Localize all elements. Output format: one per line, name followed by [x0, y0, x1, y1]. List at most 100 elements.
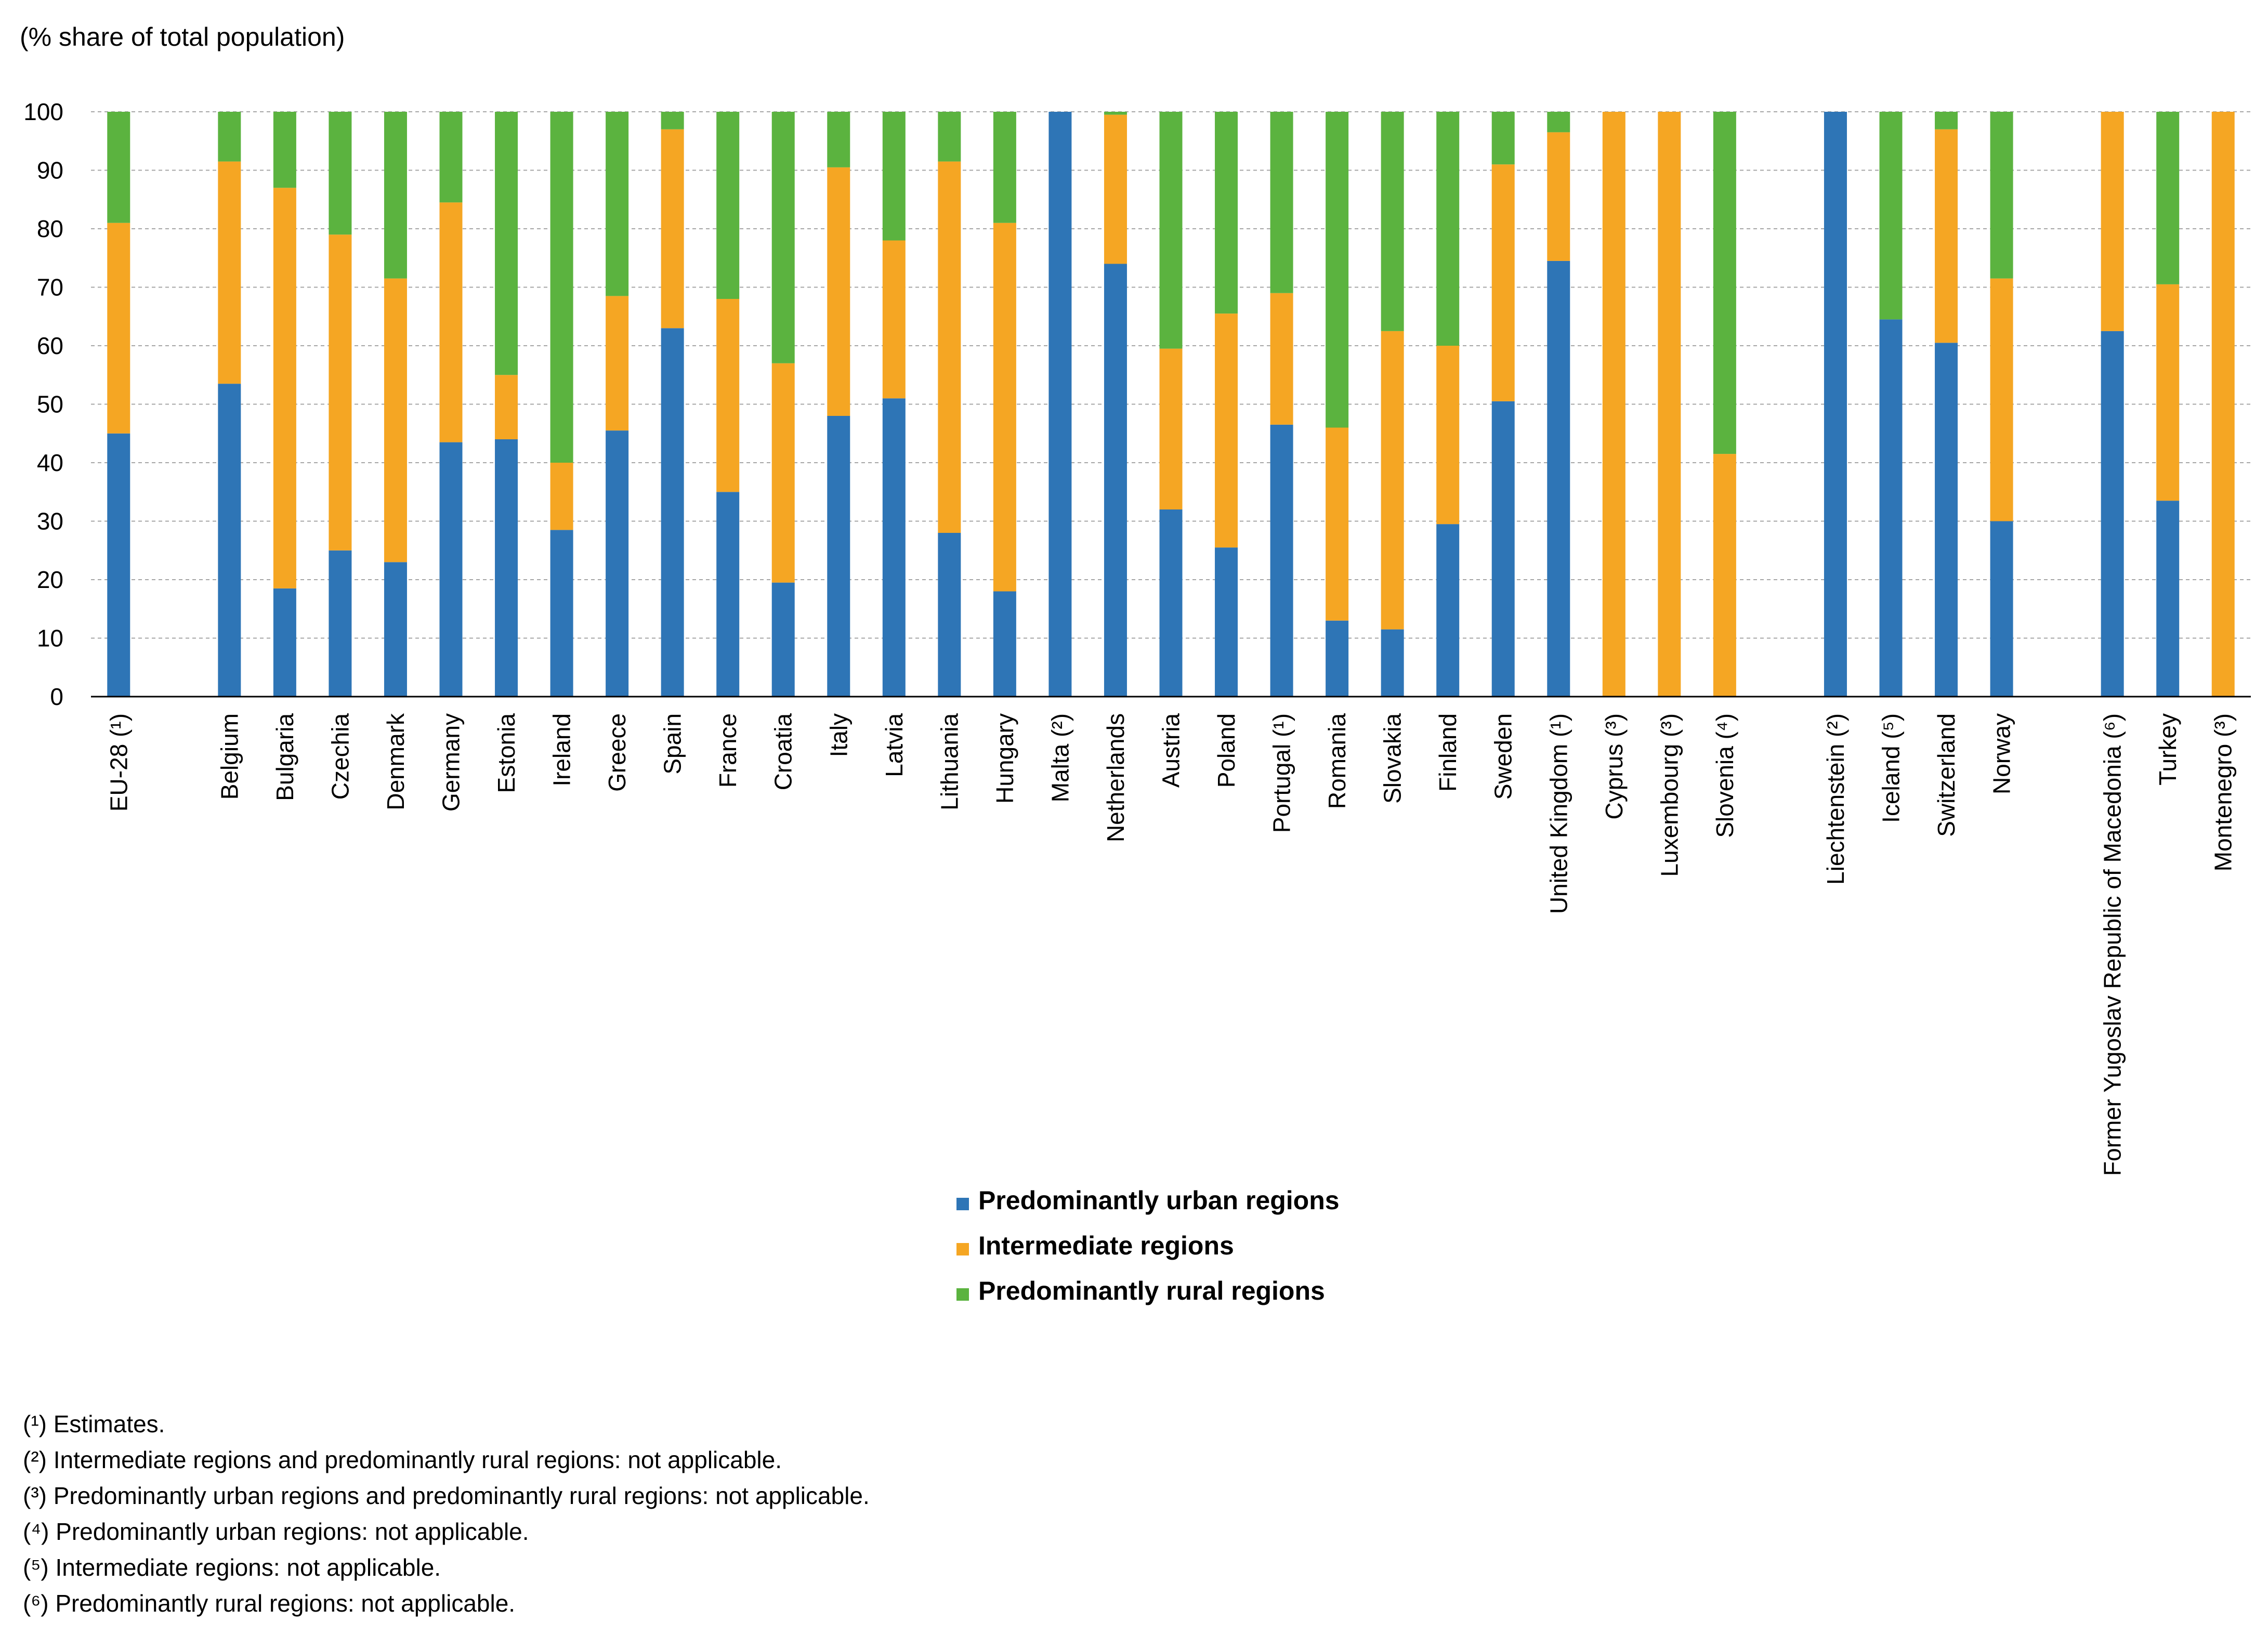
bar-rural	[1436, 112, 1460, 346]
bar-intermediate	[2101, 112, 2124, 331]
bar-intermediate	[1215, 313, 1238, 548]
bar-rural	[1935, 112, 1958, 129]
bar-urban	[2156, 501, 2180, 697]
bar-intermediate	[273, 188, 296, 588]
footnote-5: (⁵) Intermediate regions: not applicable…	[23, 1554, 441, 1581]
bar-rural	[439, 112, 463, 203]
bar-intermediate	[993, 223, 1016, 592]
bar-rural	[273, 112, 296, 188]
bar-rural	[2156, 112, 2180, 284]
bar-rural	[1159, 112, 1183, 349]
x-tick-label: Poland	[1213, 713, 1240, 788]
bar-rural	[1381, 112, 1404, 331]
x-tick-label: Slovenia (⁴)	[1711, 713, 1738, 838]
y-tick-label: 20	[37, 566, 63, 593]
bar-urban	[439, 442, 463, 697]
footnotes: (¹) Estimates. (²) Intermediate regions …	[23, 1406, 870, 1621]
y-tick-label: 0	[50, 683, 63, 710]
x-tick-label: Denmark	[382, 713, 409, 810]
y-tick-label: 30	[37, 508, 63, 535]
bar-rural	[882, 112, 906, 241]
bar-intermediate	[1491, 164, 1515, 401]
x-tick-label: Netherlands	[1102, 713, 1129, 842]
bar-rural	[1713, 112, 1736, 454]
bars	[107, 112, 2235, 697]
y-tick-label: 100	[23, 98, 63, 125]
bar-urban	[329, 550, 352, 697]
bar-rural	[771, 112, 795, 363]
legend: Predominantly urban regions Intermediate …	[956, 1186, 1340, 1305]
bar-urban	[1381, 629, 1404, 697]
bar-rural	[1270, 112, 1293, 293]
x-tick-label: Italy	[825, 713, 852, 757]
bar-intermediate	[439, 202, 463, 442]
x-tick-label: Austria	[1158, 713, 1185, 788]
x-tick-label: Former Yugoslav Republic of Macedonia (⁶…	[2099, 713, 2126, 1176]
x-tick-label: Czechia	[326, 713, 353, 800]
bar-urban	[1215, 547, 1238, 697]
bar-intermediate	[384, 278, 407, 563]
x-tick-label: Norway	[1988, 713, 2015, 794]
bar-rural	[661, 112, 684, 129]
bar-urban	[495, 439, 518, 697]
bar-rural	[384, 112, 407, 279]
x-tick-label: Ireland	[548, 713, 575, 787]
bar-rural	[550, 112, 573, 463]
y-tick-label: 10	[37, 625, 63, 652]
bar-intermediate	[2156, 284, 2180, 501]
bar-intermediate	[882, 240, 906, 399]
bar-intermediate	[606, 296, 629, 431]
x-axis-labels: EU-28 (¹) Belgium Bulgaria Czechia Denmark Ge…	[105, 713, 2236, 1176]
bar-urban	[938, 533, 961, 697]
legend-swatch	[956, 1288, 969, 1301]
bar-intermediate	[827, 167, 850, 416]
bar-urban	[1990, 521, 2013, 697]
bar-urban	[1491, 401, 1515, 697]
x-tick-label: Lithuania	[936, 713, 963, 810]
bar-rural	[938, 112, 961, 162]
bar-intermediate	[716, 299, 740, 492]
bar-urban	[1547, 260, 1570, 697]
x-tick-label: Luxembourg (³)	[1656, 713, 1683, 877]
x-tick-label: Romania	[1323, 713, 1351, 809]
y-tick-label: 90	[37, 157, 63, 184]
bar-urban	[384, 562, 407, 697]
legend-label: Predominantly rural regions	[978, 1276, 1325, 1305]
bar-intermediate	[1713, 454, 1736, 697]
bar-urban	[661, 328, 684, 697]
bar-rural	[993, 112, 1016, 223]
bar-urban	[993, 591, 1016, 697]
bar-urban	[1326, 620, 1349, 697]
y-tick-label: 70	[37, 274, 63, 301]
y-tick-label: 50	[37, 391, 63, 418]
y-tick-label: 80	[37, 215, 63, 242]
footnote-4: (⁴) Predominantly urban regions: not app…	[23, 1518, 529, 1545]
bar-urban	[827, 416, 850, 697]
bar-urban	[1270, 424, 1293, 697]
bar-intermediate	[938, 161, 961, 533]
x-tick-label: Belgium	[216, 713, 243, 800]
x-tick-label: Turkey	[2154, 713, 2181, 786]
bar-intermediate	[1436, 346, 1460, 525]
bar-intermediate	[661, 129, 684, 329]
x-tick-label: Malta (²)	[1046, 713, 1073, 802]
x-tick-label: Croatia	[770, 713, 797, 791]
footnote-1: (¹) Estimates.	[23, 1410, 165, 1437]
x-tick-label: Finland	[1434, 713, 1461, 792]
bar-urban	[218, 384, 241, 697]
chart-unit-label: (% share of total population)	[20, 22, 345, 51]
bar-intermediate	[771, 363, 795, 583]
bar-urban	[1879, 319, 1903, 697]
bar-intermediate	[1990, 278, 2013, 521]
x-tick-label: Cyprus (³)	[1601, 713, 1628, 819]
x-tick-label: Latvia	[881, 713, 908, 777]
bar-rural	[827, 112, 850, 167]
bar-rural	[495, 112, 518, 375]
x-tick-label: Slovakia	[1379, 713, 1406, 804]
bar-intermediate	[495, 375, 518, 439]
bar-intermediate	[550, 463, 573, 530]
y-tick-label: 60	[37, 332, 63, 359]
bar-intermediate	[2211, 112, 2235, 697]
bar-rural	[1215, 112, 1238, 314]
x-tick-label: Greece	[604, 713, 631, 792]
